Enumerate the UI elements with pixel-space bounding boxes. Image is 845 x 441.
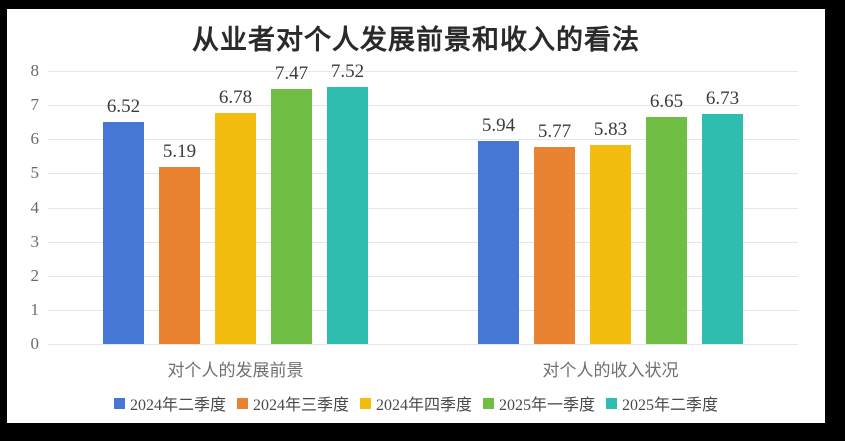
chart-title: 从业者对个人发展前景和收入的看法 [192, 25, 640, 55]
y-axis-tick-label: 3 [30, 231, 40, 251]
legend-item[interactable]: 2024年二季度 [113, 391, 226, 415]
bar-value-label: 6.73 [705, 88, 740, 110]
y-axis-tick-label: 0 [30, 334, 40, 353]
gridline [48, 344, 798, 345]
legend-item[interactable]: 2025年二季度 [606, 391, 718, 415]
bar [327, 87, 368, 344]
x-axis-category-label: 对个人的收入状况 [542, 361, 679, 380]
legend-swatch-icon [359, 397, 371, 409]
gridline [48, 105, 798, 107]
legend-item-label: 2024年三季度 [252, 397, 349, 414]
legend-swatch-icon [606, 397, 618, 409]
bar-value-label: 5.94 [481, 115, 516, 137]
y-axis-tick-label: 1 [30, 299, 40, 319]
bar-value-label: 6.78 [218, 86, 253, 108]
bar-value-label: 6.52 [106, 95, 141, 117]
gridline [48, 71, 798, 72]
plot-area: 0 1 2 3 4 5 6 7 8 6.52 5.19 6.78 7.47 7.52 5.94 5.77 5.… [31, 61, 798, 380]
bar [646, 117, 687, 344]
gridline [48, 207, 798, 209]
chart-legend: 2024年二季度 2024年三季度 2024年四季度 2025年一季度 2025年二季度 [7, 391, 825, 415]
bar [103, 121, 144, 344]
gridline [48, 139, 798, 141]
bar-value-label: 7.47 [274, 63, 309, 85]
chart-canvas: 从业者对个人发展前景和收入的看法 0 1 2 3 4 5 6 7 8 6.52 5.19 6.78 7… [7, 9, 825, 423]
y-axis-tick-label: 2 [30, 265, 40, 285]
bar [534, 147, 575, 344]
legend-item-label: 2025年一季度 [499, 397, 596, 414]
legend-item-label: 2025年二季度 [622, 397, 719, 414]
legend-item[interactable]: 2024年三季度 [236, 391, 349, 415]
y-axis-tick-label: 8 [30, 61, 40, 80]
gridline [48, 241, 798, 243]
y-axis-tick-label: 6 [30, 129, 40, 149]
bar [702, 114, 743, 344]
gridline [48, 275, 798, 277]
bar-value-label: 5.77 [537, 121, 572, 143]
bar [590, 145, 631, 344]
bar [478, 141, 519, 344]
legend-swatch-icon [113, 397, 125, 409]
y-axis-tick-label: 4 [30, 197, 40, 217]
y-axis-tick-label: 7 [30, 95, 40, 115]
x-axis-category-label: 对个人的发展前景 [167, 361, 304, 380]
legend-item[interactable]: 2025年一季度 [483, 391, 595, 415]
y-axis-tick-label: 5 [30, 163, 40, 183]
bar-value-label: 5.83 [593, 119, 628, 141]
bar [215, 112, 256, 344]
bar [271, 89, 312, 344]
legend-item-label: 2024年四季度 [375, 397, 472, 414]
bar [159, 166, 200, 344]
bar-value-label: 5.19 [162, 140, 197, 162]
gridline [48, 173, 798, 175]
legend-item[interactable]: 2024年四季度 [359, 391, 472, 415]
legend-swatch-icon [236, 397, 248, 409]
bar-value-label: 7.52 [330, 61, 365, 83]
gridline [48, 309, 798, 311]
legend-swatch-icon [483, 397, 494, 409]
bar-value-label: 6.65 [649, 91, 684, 113]
legend-item-label: 2024年二季度 [129, 397, 226, 414]
